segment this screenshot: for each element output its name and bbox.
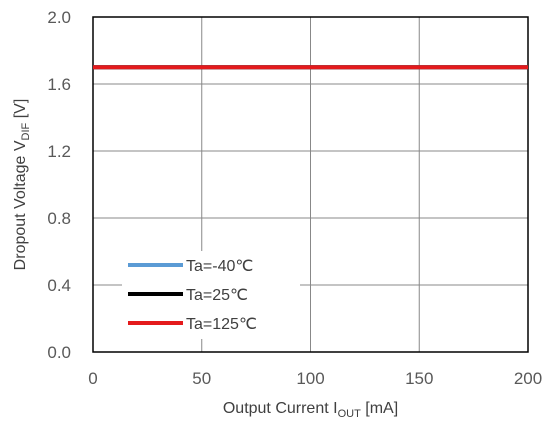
x-tick-label: 100 (296, 369, 324, 388)
y-tick-label: 1.2 (47, 142, 71, 161)
x-tick-label: 150 (405, 369, 433, 388)
tick-labels: 0 50 100 150 200 0.0 0.4 0.8 1.2 1.6 2.0 (47, 8, 542, 388)
y-axis-title: Dropout Voltage VDIF [V] (12, 99, 32, 271)
y-tick-label: 1.6 (47, 75, 71, 94)
y-tick-label: 0.8 (47, 209, 71, 228)
x-tick-label: 50 (192, 369, 211, 388)
legend: Ta=-40℃ Ta=25℃ Ta=125℃ (122, 251, 300, 339)
y-tick-label: 0.0 (47, 343, 71, 362)
x-axis-title: Output Current IOUT [mA] (223, 400, 398, 420)
legend-label: Ta=125℃ (186, 316, 257, 333)
x-tick-label: 200 (514, 369, 542, 388)
plot-frame (92, 16, 529, 353)
legend-label: Ta=25℃ (186, 287, 248, 304)
x-tick-label: 0 (88, 369, 97, 388)
legend-label: Ta=-40℃ (186, 258, 253, 275)
y-tick-label: 2.0 (47, 8, 71, 27)
y-tick-label: 0.4 (47, 276, 71, 295)
